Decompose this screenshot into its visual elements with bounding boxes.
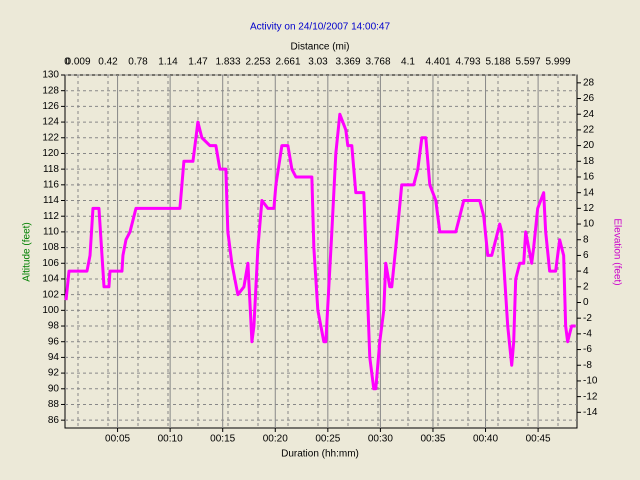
y2-tick-label: 26 [583,93,595,104]
x2-tick-label: 1.47 [188,57,208,68]
x-tick-label: 00:35 [420,434,445,445]
x2-tick-label: 4.401 [425,57,450,68]
y-tick-label: 112 [43,211,59,222]
x-tick-label: 00:10 [158,434,183,445]
y-tick-label: 118 [43,164,59,175]
y-tick-label: 88 [48,399,60,410]
x2-tick-label: 3.03 [308,57,328,68]
x2-tick-label: 0.78 [128,57,148,68]
y-tick-label: 116 [43,179,59,190]
y-tick-label: 110 [43,227,59,238]
x-tick-label: 00:15 [210,434,235,445]
x-tick-label: 00:20 [263,434,288,445]
x2-tick-label: 1.14 [158,57,178,68]
y2-axis-label: Elevation (feet) [611,218,622,285]
y2-tick-label: 10 [583,219,595,230]
x2-axis-label: Distance (mi) [291,42,350,53]
y-tick-label: 94 [48,352,60,363]
y-tick-label: 102 [42,289,59,300]
y2-tick-label: 6 [583,250,589,261]
x2-tick-label: 5.999 [545,57,570,68]
y-tick-label: 114 [43,195,59,206]
x2-tick-label: 5.597 [515,57,540,68]
x-tick-label: 00:30 [368,434,393,445]
y-tick-label: 96 [48,336,60,347]
x2-tick-label: 0.42 [98,57,118,68]
y2-tick-label: 20 [583,140,595,151]
y2-tick-label: -12 [583,391,598,402]
y-tick-label: 86 [48,415,60,426]
y2-tick-label: 16 [583,172,595,183]
y2-tick-label: 4 [583,266,589,277]
y-tick-label: 90 [48,383,60,394]
y-tick-label: 104 [42,274,59,285]
y-tick-label: 98 [48,321,60,332]
y2-tick-label: 28 [583,77,595,88]
y2-tick-label: -4 [583,329,592,340]
y-tick-label: 130 [42,70,59,81]
y-tick-label: 124 [42,117,59,128]
x2-tick-label: 4.793 [455,57,480,68]
y-axis-label: Altitude (feet) [22,222,33,281]
x2-tick-label: 2.661 [275,57,300,68]
x-tick-label: 00:05 [105,434,130,445]
x2-tick-label: 4.1 [401,57,415,68]
x-tick-label: 00:25 [315,434,340,445]
y-tick-label: 126 [42,101,59,112]
x2-tick-label: 1.833 [215,57,240,68]
y-tick-label: 92 [48,368,60,379]
y2-tick-label: 18 [583,156,595,167]
chart-title: Activity on 24/10/2007 14:00:47 [250,22,391,33]
x-tick-label: 00:40 [473,434,498,445]
y2-tick-label: -8 [583,360,592,371]
plot-area [64,74,578,429]
y2-tick-label: 12 [583,203,595,214]
x2-tick-label: 3.369 [335,57,360,68]
y2-tick-label: 14 [583,187,595,198]
x-axis-label: Duration (hh:mm) [281,449,359,460]
y2-tick-label: 22 [583,125,595,136]
y2-tick-label: 0 [583,297,589,308]
y-tick-label: 108 [42,242,59,253]
x2-tick-label: 0.009 [65,57,90,68]
y2-tick-label: -14 [583,407,598,418]
y-tick-label: 120 [42,148,59,159]
y-tick-label: 100 [42,305,59,316]
y-tick-label: 106 [42,258,59,269]
x2-tick-label: 5.188 [485,57,510,68]
y2-tick-label: 8 [583,234,589,245]
y2-tick-label: -2 [583,313,592,324]
y-tick-label: 128 [42,85,59,96]
y2-tick-label: 2 [583,281,589,292]
x2-tick-label: 2.253 [245,57,270,68]
x2-tick-label: 3.768 [365,57,390,68]
altitude-line [64,112,576,391]
x2-tick-label: 0 [64,57,70,68]
x-tick-label: 00:45 [526,434,551,445]
y2-tick-label: -10 [583,376,598,387]
y-tick-label: 122 [42,132,59,143]
y2-tick-label: 24 [583,109,595,120]
y2-tick-label: -6 [583,344,592,355]
